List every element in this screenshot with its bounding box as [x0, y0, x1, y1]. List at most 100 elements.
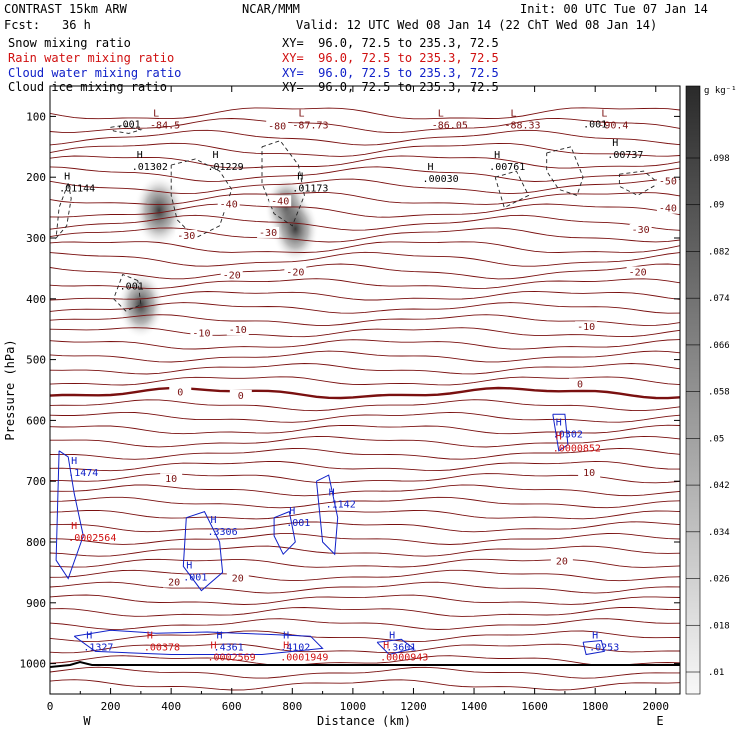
isotherm-label: -80 — [268, 122, 286, 133]
isotherm-label: -20 — [286, 267, 304, 278]
rain-max-value: .0002569 — [208, 653, 256, 664]
isotherm-label: 10 — [165, 474, 177, 485]
rain-max-value: .0000852 — [553, 444, 601, 455]
isotherm-label: -30 — [632, 225, 650, 236]
isotherm-label: -30 — [259, 228, 277, 239]
colorbar-tick-label: .082 — [708, 247, 730, 257]
cloud-water-max-value: .1142 — [326, 500, 356, 511]
snow-contour — [55, 183, 72, 240]
ice-max-marker: H — [212, 150, 218, 161]
isotherm-line — [50, 227, 680, 243]
isotherm-line — [50, 630, 680, 643]
cloud-water-max-value: .4102 — [280, 642, 310, 653]
low-value: -87.73 — [292, 120, 328, 131]
x-tick-label: 600 — [222, 700, 242, 713]
isotherm-line — [50, 643, 680, 654]
field-ice-xy: XY= 96.0, 72.5 to 235.3, 72.5 — [282, 80, 499, 94]
rain-max-value: .0002564 — [68, 533, 116, 544]
field-rain-label: Rain water mixing ratio — [8, 51, 175, 65]
west-label: W — [83, 714, 91, 728]
snow-contour-label: .001 — [117, 119, 141, 130]
ice-max-value: .00737 — [607, 150, 643, 161]
cloud-water-max-marker: H — [389, 630, 395, 641]
low-marker: L — [438, 108, 444, 119]
x-tick-label: 800 — [282, 700, 302, 713]
ice-max-marker: H — [428, 162, 434, 173]
isotherm-label-bg — [226, 572, 249, 584]
isotherm-line — [50, 155, 680, 169]
cloud-water-contour — [552, 413, 569, 452]
ice-max-marker: H — [297, 171, 303, 182]
isotherm-label-bg — [266, 120, 289, 132]
isotherm-label-bg — [626, 266, 649, 278]
isotherm-label: -10 — [229, 325, 247, 336]
cloud-water-max-value: .4361 — [214, 642, 244, 653]
y-axis-label: Pressure (hPa) — [3, 339, 17, 440]
isotherm-line — [50, 339, 680, 350]
colorbar-tick-label: .066 — [708, 341, 730, 351]
snow-contour — [110, 125, 143, 134]
ice-max-marker: H — [137, 150, 143, 161]
isotherm-label: 10 — [583, 468, 595, 479]
cloud-water-max-marker: H — [86, 630, 92, 641]
isotherm-line — [50, 117, 680, 134]
isotherm-line — [50, 545, 680, 557]
cloud-water-max-value: .1327 — [83, 642, 113, 653]
isotherm-label-bg — [550, 555, 573, 567]
x-tick-label: 200 — [101, 700, 121, 713]
y-tick-label: 1000 — [20, 658, 47, 671]
isotherm-line — [50, 496, 680, 509]
snow-contour — [494, 170, 530, 209]
low-marker: L — [601, 108, 607, 119]
cloud-water-contour — [182, 510, 224, 592]
isotherm-line — [50, 460, 680, 472]
cloud-water-contour — [376, 638, 415, 656]
ice-max-marker: H — [612, 138, 618, 149]
isotherm-line — [50, 558, 680, 568]
rain-max-marker: H — [71, 521, 77, 532]
isotherm-line — [50, 411, 680, 423]
isotherm-line — [50, 263, 680, 280]
cloud-water-max-marker: H — [186, 560, 192, 571]
snow-contour — [261, 140, 305, 227]
cloud-water-max-marker: H — [556, 418, 562, 429]
cloud-water-contour — [316, 474, 339, 556]
cloud-water-max-value: .3601 — [386, 642, 416, 653]
surface-line — [50, 660, 680, 668]
snow-shade-blob — [271, 195, 319, 263]
model-title: CONTRAST 15km ARW — [4, 2, 127, 16]
plot-frame — [49, 85, 681, 695]
isotherm-label: -10 — [577, 322, 595, 333]
low-value: -90.4 — [598, 120, 628, 131]
snow-contour — [546, 146, 584, 196]
isotherm-line — [50, 327, 680, 338]
x-tick-label: 2000 — [643, 700, 670, 713]
isotherm-label: 20 — [232, 573, 244, 584]
isotherm-label-bg — [629, 223, 652, 235]
cloud-water-max-marker: H — [217, 630, 223, 641]
ice-max-marker: H — [494, 150, 500, 161]
field-snow-label: Snow mixing ratio — [8, 36, 131, 50]
colorbar-tick-label: .09 — [708, 201, 724, 211]
isotherm-line — [50, 251, 680, 267]
isotherm-line — [50, 178, 680, 195]
x-tick-label: 0 — [47, 700, 54, 713]
cloud-water-max-marker: H — [329, 488, 335, 499]
field-ice-label: Cloud ice mixing ratio — [8, 80, 167, 94]
low-value: -84.5 — [150, 120, 180, 131]
isotherm-label-bg — [257, 226, 280, 238]
isotherm-line — [50, 447, 680, 460]
isotherm-label: 20 — [168, 578, 180, 589]
low-value: -88.33 — [504, 120, 540, 131]
moisture-contours — [55, 125, 660, 656]
low-marker: L — [511, 108, 517, 119]
isotherm-label-bg — [569, 378, 592, 390]
cloud-water-contour — [582, 639, 605, 656]
isotherm-line — [50, 679, 680, 691]
colorbar-tick-label: .074 — [708, 294, 730, 304]
y-tick-label: 800 — [26, 536, 46, 549]
isotherm-line — [50, 142, 680, 157]
isotherm-label: -20 — [629, 267, 647, 278]
isotherm-line — [50, 581, 680, 594]
x-tick-label: 1200 — [400, 700, 427, 713]
